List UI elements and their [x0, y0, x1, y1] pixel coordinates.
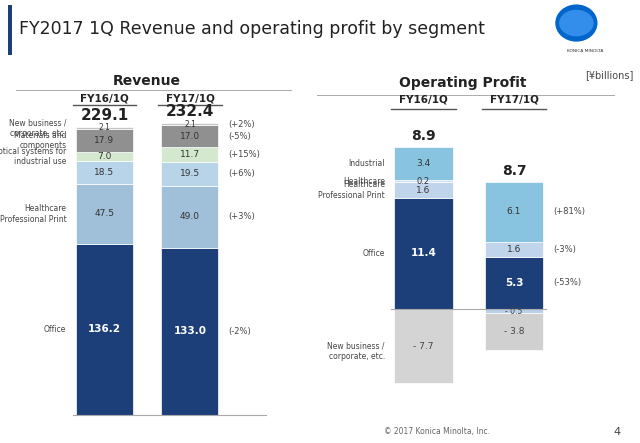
Bar	[485, 309, 543, 314]
Ellipse shape	[556, 4, 598, 42]
Text: Materials and
components: Materials and components	[14, 131, 67, 150]
Text: 11.7: 11.7	[180, 150, 200, 159]
Text: - 0.5: - 0.5	[506, 307, 523, 315]
Text: - 3.8: - 3.8	[504, 327, 524, 336]
Text: (+81%): (+81%)	[553, 207, 585, 216]
Bar	[485, 182, 543, 241]
Text: © 2017 Konica Minolta, Inc.: © 2017 Konica Minolta, Inc.	[384, 427, 490, 436]
Text: (+6%): (+6%)	[228, 169, 255, 179]
Bar	[394, 198, 452, 309]
Bar	[76, 184, 133, 244]
Text: FY17/1Q: FY17/1Q	[490, 94, 538, 105]
Text: 6.1: 6.1	[507, 207, 521, 216]
Text: (-53%): (-53%)	[553, 278, 581, 288]
Bar	[76, 129, 133, 152]
Text: Office: Office	[362, 249, 385, 258]
Text: FY16/1Q: FY16/1Q	[399, 94, 448, 105]
Text: 17.0: 17.0	[180, 132, 200, 140]
Text: (-5%): (-5%)	[228, 132, 251, 140]
Text: 229.1: 229.1	[81, 108, 129, 123]
Text: 7.0: 7.0	[97, 152, 111, 161]
Bar	[161, 186, 218, 248]
Text: Healthcare
Professional Print: Healthcare Professional Print	[318, 180, 385, 200]
Bar	[394, 147, 452, 180]
Text: 133.0: 133.0	[173, 326, 207, 337]
Text: Healthcare
Professional Print: Healthcare Professional Print	[0, 204, 67, 224]
Text: 2.1: 2.1	[99, 124, 111, 132]
Text: New business /
corporate, etc.: New business / corporate, etc.	[327, 341, 385, 361]
Text: 136.2: 136.2	[88, 324, 121, 334]
Text: Industrial: Industrial	[348, 159, 385, 168]
Bar	[76, 127, 133, 129]
Bar	[394, 309, 452, 384]
Text: 3.4: 3.4	[417, 159, 431, 168]
Text: Office: Office	[44, 325, 67, 334]
Text: KONICA MINOLTA: KONICA MINOLTA	[568, 49, 604, 53]
Text: 11.4: 11.4	[411, 248, 436, 258]
Bar	[76, 161, 133, 184]
Text: 19.5: 19.5	[180, 169, 200, 179]
Bar	[161, 123, 218, 125]
Bar	[485, 241, 543, 257]
Bar	[161, 162, 218, 186]
Text: [¥billions]: [¥billions]	[585, 70, 634, 80]
Bar	[161, 248, 218, 415]
Text: 5.3: 5.3	[505, 278, 524, 288]
Text: 2.1: 2.1	[184, 120, 196, 128]
Bar	[76, 244, 133, 415]
Text: 47.5: 47.5	[95, 210, 115, 218]
Text: FY2017 1Q Revenue and operating profit by segment: FY2017 1Q Revenue and operating profit b…	[19, 19, 485, 38]
Bar	[394, 180, 452, 182]
Text: (+15%): (+15%)	[228, 150, 260, 159]
Bar	[485, 257, 543, 309]
Text: 49.0: 49.0	[180, 213, 200, 222]
Text: FY17/1Q: FY17/1Q	[166, 93, 214, 103]
Bar	[161, 125, 218, 147]
Text: 18.5: 18.5	[95, 168, 115, 177]
Text: (-3%): (-3%)	[553, 245, 575, 254]
Bar	[394, 182, 452, 198]
Text: Healthcare: Healthcare	[343, 177, 385, 186]
Bar	[8, 5, 12, 55]
Text: - 7.7: - 7.7	[413, 342, 434, 350]
Text: (+3%): (+3%)	[228, 213, 255, 222]
Text: 8.7: 8.7	[502, 164, 526, 179]
Text: Optical systems for
industrial use: Optical systems for industrial use	[0, 147, 67, 166]
Text: New business /
corporate, etc.: New business / corporate, etc.	[9, 118, 67, 138]
Text: (-2%): (-2%)	[228, 327, 251, 336]
Text: (+2%): (+2%)	[228, 120, 255, 128]
Text: Operating Profit: Operating Profit	[399, 76, 526, 90]
Bar	[161, 147, 218, 162]
Text: 0.2: 0.2	[417, 177, 430, 186]
Text: 17.9: 17.9	[95, 136, 115, 145]
Bar	[76, 152, 133, 161]
Text: Revenue: Revenue	[113, 74, 181, 88]
Bar	[485, 314, 543, 350]
Text: 8.9: 8.9	[412, 129, 436, 144]
Text: 232.4: 232.4	[166, 104, 214, 119]
Text: FY16/1Q: FY16/1Q	[80, 93, 129, 103]
Ellipse shape	[559, 10, 594, 36]
Text: 4: 4	[614, 427, 621, 437]
Text: 1.6: 1.6	[507, 245, 521, 254]
Text: 1.6: 1.6	[417, 186, 431, 194]
